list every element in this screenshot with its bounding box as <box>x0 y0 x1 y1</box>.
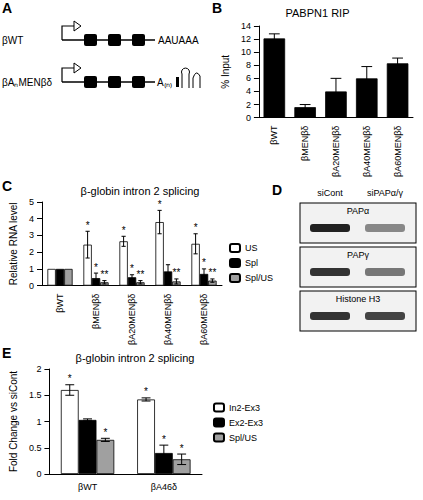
svg-text:βA20MENβδ: βA20MENβδ <box>127 294 137 345</box>
svg-text:siCont: siCont <box>317 188 343 198</box>
svg-text:*: * <box>94 262 98 273</box>
svg-text:3: 3 <box>29 230 34 240</box>
svg-text:12: 12 <box>241 34 251 44</box>
html-text:B: B <box>212 0 223 16</box>
svg-text:1.5: 1.5 <box>29 390 42 400</box>
svg-text:βWT: βWT <box>55 293 65 313</box>
html-text:C: C <box>2 178 13 194</box>
svg-text:*: * <box>86 220 90 231</box>
svg-text:βA60MENβδ: βA60MENβδ <box>199 294 209 345</box>
svg-text:βA40MENβδ: βA40MENβδ <box>163 294 173 345</box>
svg-text:siPAPα/γ: siPAPα/γ <box>367 188 404 198</box>
svg-text:β-globin intron 2 splicing: β-globin intron 2 splicing <box>81 185 200 197</box>
svg-text:0: 0 <box>36 469 41 479</box>
svg-text:*: * <box>103 427 107 438</box>
svg-text:βWT: βWT <box>269 125 279 145</box>
svg-text:1: 1 <box>29 264 34 274</box>
svg-text:AAUAAA: AAUAAA <box>158 35 199 46</box>
html-text:E: E <box>2 345 12 361</box>
svg-text:Relative RNA level: Relative RNA level <box>8 202 19 285</box>
svg-text:In2-Ex3: In2-Ex3 <box>229 403 260 413</box>
svg-text:βAₙMENβδ: βAₙMENβδ <box>2 77 52 88</box>
svg-text:0: 0 <box>29 281 34 291</box>
svg-text:βWT: βWT <box>78 482 98 492</box>
svg-text:Histone H3: Histone H3 <box>336 294 381 304</box>
svg-text:βA20MENβδ: βA20MENβδ <box>331 126 341 177</box>
svg-text:**: ** <box>209 267 217 278</box>
svg-text:βA46δ: βA46δ <box>151 482 177 492</box>
svg-text:*: * <box>202 257 206 268</box>
svg-text:βA40MENβδ: βA40MENβδ <box>362 126 372 177</box>
svg-text:4: 4 <box>246 86 251 96</box>
svg-text:4: 4 <box>29 214 34 224</box>
svg-text:2: 2 <box>36 364 41 374</box>
svg-text:Spl: Spl <box>245 258 258 268</box>
svg-text:0: 0 <box>246 113 251 123</box>
svg-text:*: * <box>180 443 184 454</box>
svg-text:*: * <box>162 434 166 445</box>
html-text:A: A <box>2 0 13 16</box>
svg-text:0.5: 0.5 <box>29 443 42 453</box>
svg-text:βA60MENβδ: βA60MENβδ <box>393 126 403 177</box>
svg-text:**: ** <box>137 269 145 280</box>
svg-text:PAPγ: PAPγ <box>347 250 369 260</box>
svg-text:βMENβδ: βMENβδ <box>300 126 310 161</box>
svg-text:*: * <box>130 263 134 274</box>
svg-text:*: * <box>122 225 126 236</box>
svg-text:% Input: % Input <box>220 55 231 89</box>
svg-text:Spl/US: Spl/US <box>245 273 273 283</box>
svg-text:β-globin intron 2 splicing: β-globin intron 2 splicing <box>76 352 195 364</box>
svg-text:2: 2 <box>29 247 34 257</box>
svg-text:βWT: βWT <box>2 35 23 46</box>
svg-text:US: US <box>245 243 258 253</box>
svg-text:PAPα: PAPα <box>347 206 370 216</box>
svg-text:Spl/US: Spl/US <box>229 433 257 443</box>
svg-text:*: * <box>68 373 72 384</box>
svg-text:2: 2 <box>246 100 251 110</box>
svg-text:βMENβδ: βMENβδ <box>91 294 101 329</box>
svg-text:Fold Change vs siCont: Fold Change vs siCont <box>8 371 19 472</box>
svg-text:**: ** <box>173 267 181 278</box>
svg-text:**: ** <box>101 269 109 280</box>
svg-text:A₍ₙ₎: A₍ₙ₎ <box>157 77 172 89</box>
svg-text:*: * <box>144 386 148 397</box>
svg-text:14: 14 <box>241 21 251 31</box>
svg-text:5: 5 <box>29 197 34 207</box>
svg-text:PABPN1 RIP: PABPN1 RIP <box>286 7 350 19</box>
svg-text:1: 1 <box>36 417 41 427</box>
svg-text:8: 8 <box>246 60 251 70</box>
svg-text:10: 10 <box>241 47 251 57</box>
svg-text:Ex2-Ex3: Ex2-Ex3 <box>229 418 263 428</box>
svg-text:*: * <box>194 222 198 233</box>
svg-text:6: 6 <box>246 73 251 83</box>
svg-text:*: * <box>158 199 162 210</box>
html-text:D: D <box>272 182 283 198</box>
